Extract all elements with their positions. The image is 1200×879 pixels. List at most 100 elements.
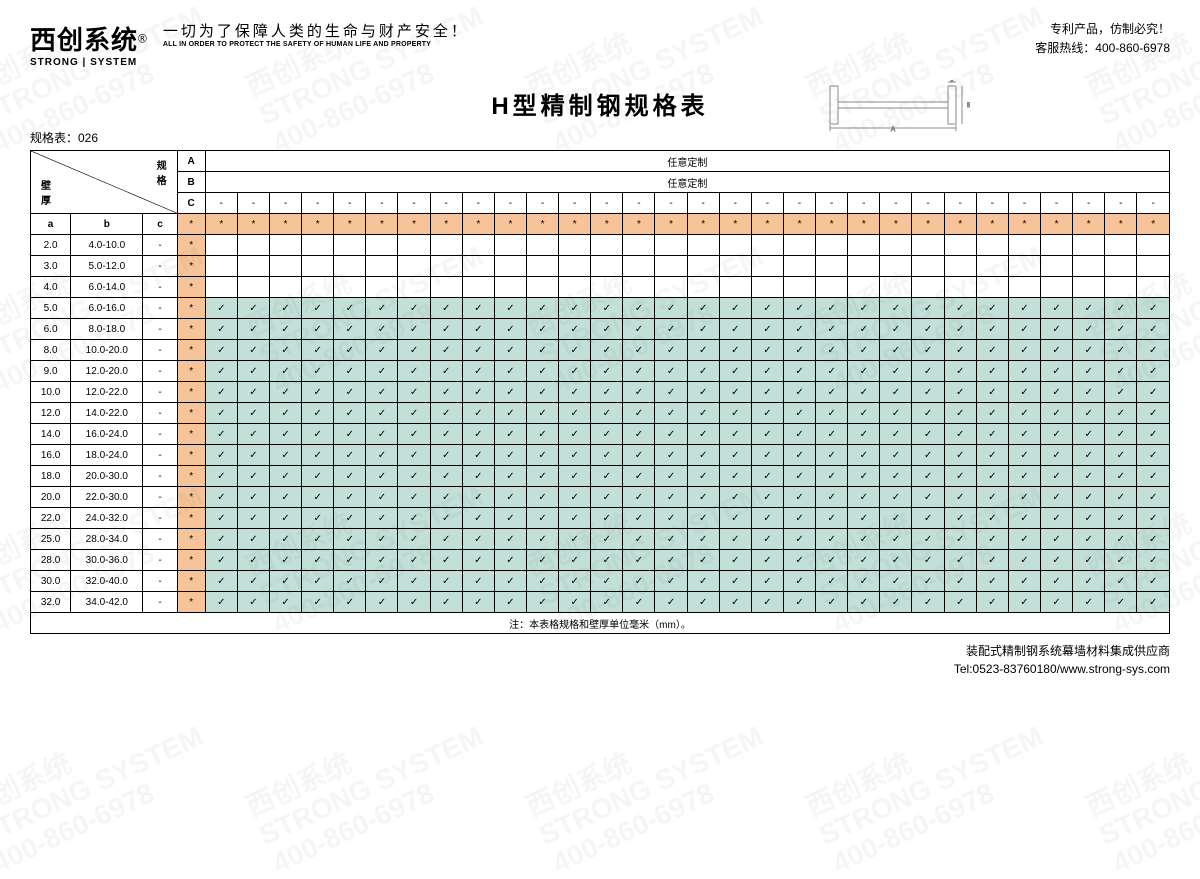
cell-check: ✓ — [237, 571, 269, 592]
star-col: * — [848, 214, 880, 235]
cell-check: ✓ — [880, 508, 912, 529]
cell-check: ✓ — [494, 445, 526, 466]
cell-check: ✓ — [719, 508, 751, 529]
cell-empty — [880, 235, 912, 256]
cell-check: ✓ — [1137, 592, 1170, 613]
corner-cell: 规格壁厚 — [31, 151, 178, 214]
cell-check: ✓ — [719, 550, 751, 571]
cell-empty — [559, 256, 591, 277]
cell-empty — [205, 277, 237, 298]
c-dash: - — [398, 193, 430, 214]
cell-check: ✓ — [1040, 340, 1072, 361]
cell-check: ✓ — [398, 571, 430, 592]
cell-check: ✓ — [848, 298, 880, 319]
cell-check: ✓ — [751, 466, 783, 487]
cell-check: ✓ — [591, 403, 623, 424]
cell-empty — [944, 256, 976, 277]
cell-check: ✓ — [1137, 508, 1170, 529]
cell-check: ✓ — [816, 319, 848, 340]
cell-empty — [655, 277, 687, 298]
cell-check: ✓ — [944, 361, 976, 382]
cell-empty — [334, 256, 366, 277]
cell-check: ✓ — [880, 445, 912, 466]
cell-check: ✓ — [1137, 361, 1170, 382]
cell-check: ✓ — [1040, 403, 1072, 424]
cell-empty — [302, 235, 334, 256]
cell-check: ✓ — [655, 340, 687, 361]
cell-check: ✓ — [783, 424, 815, 445]
cell-check: ✓ — [1008, 550, 1040, 571]
cell-check: ✓ — [334, 298, 366, 319]
cell-check: ✓ — [1008, 424, 1040, 445]
cell-check: ✓ — [816, 424, 848, 445]
cell-check: ✓ — [526, 361, 558, 382]
cell-empty — [591, 235, 623, 256]
c-dash: - — [205, 193, 237, 214]
star-col: * — [783, 214, 815, 235]
cell-b: 10.0-20.0 — [71, 340, 143, 361]
cell-check: ✓ — [205, 340, 237, 361]
cell-check: ✓ — [655, 529, 687, 550]
cell-check: ✓ — [559, 592, 591, 613]
cell-empty — [655, 256, 687, 277]
cell-empty — [366, 277, 398, 298]
cell-check: ✓ — [237, 487, 269, 508]
cell-check: ✓ — [816, 550, 848, 571]
cell-check: ✓ — [269, 382, 301, 403]
cell-check: ✓ — [1105, 508, 1137, 529]
cell-check: ✓ — [623, 298, 655, 319]
cell-check: ✓ — [430, 487, 462, 508]
cell-check: ✓ — [205, 403, 237, 424]
cell-check: ✓ — [462, 508, 494, 529]
cell-c: - — [143, 298, 177, 319]
cell-check: ✓ — [494, 361, 526, 382]
c-dash: - — [655, 193, 687, 214]
cell-check: ✓ — [1073, 340, 1105, 361]
cell-check: ✓ — [559, 424, 591, 445]
cell-empty — [880, 277, 912, 298]
cell-check: ✓ — [591, 382, 623, 403]
cell-check: ✓ — [398, 592, 430, 613]
cell-check: ✓ — [912, 508, 944, 529]
cell-check: ✓ — [526, 340, 558, 361]
cell-check: ✓ — [494, 571, 526, 592]
cell-check: ✓ — [912, 550, 944, 571]
cell-check: ✓ — [366, 466, 398, 487]
cell-empty — [1008, 256, 1040, 277]
cell-check: ✓ — [430, 340, 462, 361]
cell-empty — [494, 235, 526, 256]
cell-check: ✓ — [462, 487, 494, 508]
cell-check: ✓ — [1137, 571, 1170, 592]
cell-check: ✓ — [1137, 466, 1170, 487]
cell-check: ✓ — [687, 508, 719, 529]
cell-check: ✓ — [494, 319, 526, 340]
c-dash: - — [783, 193, 815, 214]
cell-check: ✓ — [751, 298, 783, 319]
cell-check: ✓ — [1040, 571, 1072, 592]
c-dash: - — [880, 193, 912, 214]
cell-check: ✓ — [205, 487, 237, 508]
cell-check: ✓ — [302, 466, 334, 487]
cell-empty — [1105, 256, 1137, 277]
cell-check: ✓ — [880, 361, 912, 382]
cell-empty — [591, 256, 623, 277]
cell-check: ✓ — [976, 361, 1008, 382]
cell-check: ✓ — [1073, 508, 1105, 529]
svg-text:b: b — [951, 80, 954, 83]
patent-notice: 专利产品，仿制必究！ — [1035, 20, 1170, 39]
cell-check: ✓ — [334, 403, 366, 424]
cell-check: ✓ — [526, 403, 558, 424]
cell-c: - — [143, 487, 177, 508]
cell-check: ✓ — [1105, 319, 1137, 340]
cell-check: ✓ — [591, 592, 623, 613]
cell-check: ✓ — [269, 592, 301, 613]
c-dash: - — [687, 193, 719, 214]
cell-check: ✓ — [944, 466, 976, 487]
cell-check: ✓ — [462, 298, 494, 319]
cell-check: ✓ — [783, 445, 815, 466]
cell-empty — [816, 277, 848, 298]
cell-check: ✓ — [944, 298, 976, 319]
cell-check: ✓ — [816, 445, 848, 466]
cell-check: ✓ — [687, 592, 719, 613]
cell-check: ✓ — [494, 487, 526, 508]
